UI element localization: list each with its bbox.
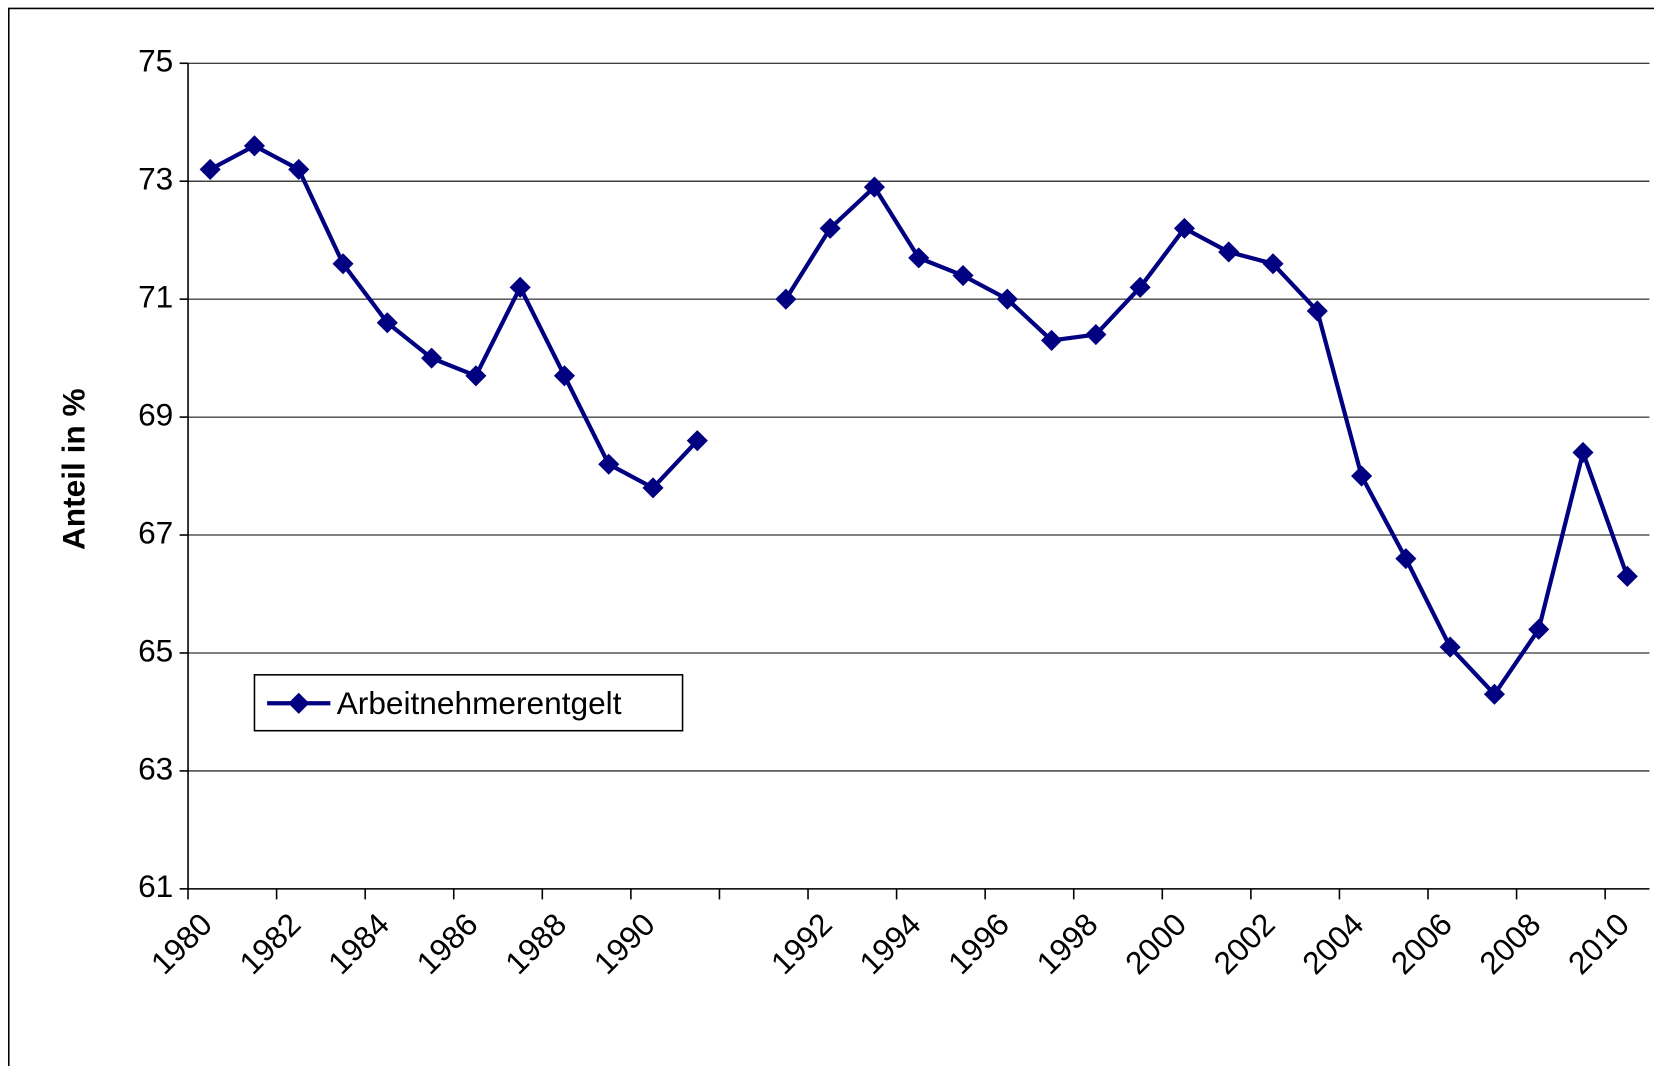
legend-label: Arbeitnehmerentgelt [337, 685, 622, 721]
marker [1351, 465, 1373, 487]
chart-frame [7, 7, 1654, 1066]
y-tick-label: 69 [138, 396, 173, 432]
y-tick-label: 67 [138, 514, 173, 550]
marker [421, 347, 443, 369]
marker [686, 430, 708, 452]
y-tick-label: 61 [138, 868, 173, 904]
marker [1085, 323, 1107, 346]
legend-marker [288, 692, 310, 714]
marker [376, 312, 398, 334]
marker [819, 217, 841, 239]
marker [598, 453, 620, 475]
marker [553, 365, 575, 387]
y-tick-label: 71 [138, 279, 173, 315]
marker [1439, 636, 1461, 658]
marker [1129, 276, 1151, 298]
marker [1041, 329, 1063, 351]
y-tick-label: 63 [138, 750, 173, 786]
marker [199, 158, 221, 180]
marker [1218, 241, 1240, 263]
marker [642, 477, 664, 499]
y-tick-label: 65 [138, 632, 173, 668]
legend-box [253, 674, 684, 732]
marker [288, 158, 310, 180]
y-tick-label: 73 [138, 161, 173, 197]
y-axis-label: Anteil in % [56, 388, 92, 550]
series-line [209, 143, 699, 490]
marker [332, 253, 354, 275]
marker [1616, 565, 1638, 587]
marker [996, 288, 1018, 310]
marker [1173, 217, 1195, 239]
marker [1483, 683, 1505, 705]
y-tick-label: 75 [138, 43, 173, 79]
marker [465, 365, 487, 387]
marker [1262, 253, 1284, 275]
marker [1572, 441, 1594, 464]
